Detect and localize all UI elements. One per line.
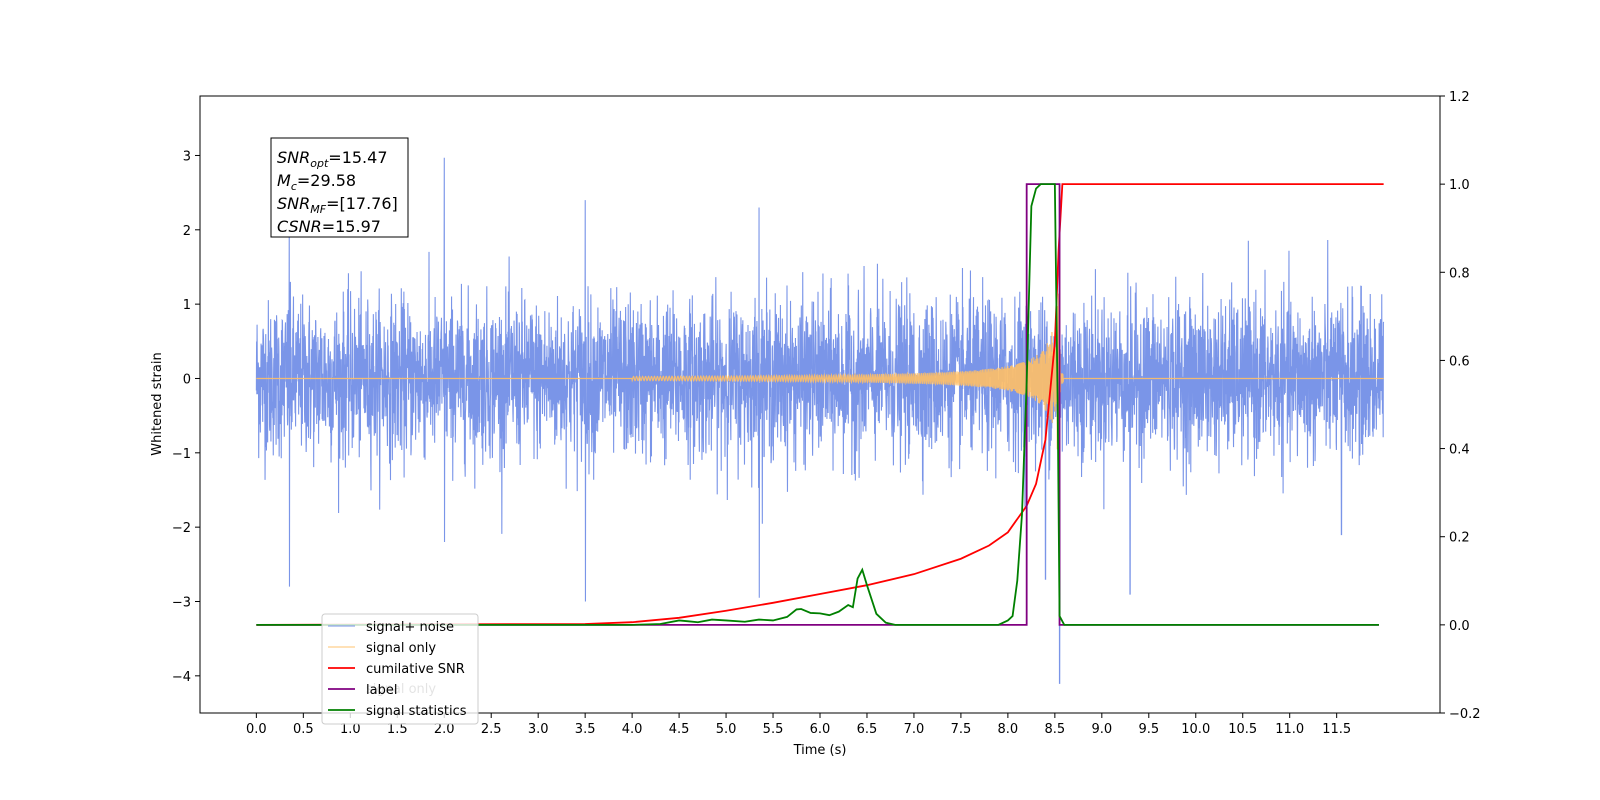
x-tick-label: 1.5 [387,722,408,737]
y-tick-label: 1 [183,298,191,313]
y2-tick-label: 0.4 [1449,443,1470,458]
y-tick-label: −4 [172,670,191,685]
y-tick-label: 3 [183,149,191,164]
x-tick-label: 6.0 [810,722,831,737]
x-tick-label: 7.0 [904,722,925,737]
y-tick-label: −3 [172,595,191,610]
annotation-value: =[17.76] [326,194,398,213]
x-tick-label: 3.5 [575,722,596,737]
y-axis-label: Whitened strain [150,352,165,455]
y2-tick-label: 0.8 [1449,266,1470,281]
legend-label: signal only [366,641,436,656]
x-tick-label: 10.0 [1181,722,1210,737]
x-tick-label: 2.0 [434,722,455,737]
x-tick-label: 3.0 [528,722,549,737]
y-tick-label: −2 [172,521,191,536]
x-tick-label: 5.5 [763,722,784,737]
series-signal-noise [255,157,1385,684]
annotation-value: =15.97 [322,217,381,236]
x-tick-label: 7.5 [951,722,972,737]
x-tick-label: 8.5 [1045,722,1066,737]
annotation-line: CSNR=15.97 [277,217,381,236]
x-tick-label: 8.0 [998,722,1019,737]
x-axis: 0.0 0.5 1.0 1.5 2.0 2.5 3.0 3.5 4.0 4.5 5.0 5.5 6.0 6… [246,713,1351,737]
legend-frame [321,613,479,725]
x-tick-label: 6.5 [857,722,878,737]
legend-label: cumilative SNR [366,662,465,677]
series-cumulative-snr [256,183,1384,626]
x-tick-label: 11.0 [1275,722,1304,737]
x-tick-label: 1.0 [340,722,361,737]
annotation-subscript: opt [310,157,329,170]
annotation-line: Mc=29.58 [277,171,356,193]
x-tick-label: 5.0 [716,722,737,737]
x-tick-label: 9.0 [1091,722,1112,737]
x-tick-label: 11.5 [1322,722,1351,737]
legend-label: signal+ noise [366,620,454,635]
y2-tick-label: 1.2 [1449,90,1470,105]
annotation-symbol: SNR [277,194,310,213]
series-signal-statistics [256,183,1379,626]
annotation-frame [270,137,409,238]
y-tick-label: 0 [183,372,191,387]
annotation-box: SNRopt=15.47Mc=29.58SNRMF=[17.76]CSNR=15… [270,137,409,238]
legend-label: signal statistics [366,704,467,719]
x-tick-label: 4.5 [669,722,690,737]
annotation-symbol: CSNR [277,217,322,236]
y2-tick-label: −0.2 [1449,707,1481,722]
x-tick-label: 10.5 [1228,722,1257,737]
y-axis-right: −0.2 0.0 0.2 0.4 0.6 0.8 1.0 1.2 [1440,90,1481,722]
x-tick-label: 2.5 [481,722,502,737]
series-signal-only [256,293,1384,450]
x-tick-label: 4.0 [622,722,643,737]
x-axis-label: Time (s) [793,743,847,758]
y2-tick-label: 0.2 [1449,531,1470,546]
annotation-symbol: M [277,171,291,190]
annotation-subscript: c [291,180,297,193]
y-tick-label: −1 [172,447,191,462]
y-axis-left: −4 −3 −2 −1 0 1 2 3 [172,149,200,685]
annotation-value: =15.47 [328,148,387,167]
annotation-line: SNRopt=15.47 [277,148,388,170]
annotation-value: =29.58 [297,171,356,190]
x-tick-label: 0.0 [246,722,267,737]
annotation-symbol: SNR [277,148,310,167]
y2-tick-label: 0.6 [1449,354,1470,369]
legend-label: label [366,683,397,698]
series-layer [255,157,1385,684]
y-tick-label: 2 [183,224,191,239]
annotation-subscript: MF [310,203,326,216]
annotation-line: SNRMF=[17.76] [277,194,398,216]
y2-tick-label: 0.0 [1449,619,1470,634]
y2-tick-label: 1.0 [1449,178,1470,193]
x-tick-label: 9.5 [1138,722,1159,737]
x-tick-label: 0.5 [293,722,314,737]
